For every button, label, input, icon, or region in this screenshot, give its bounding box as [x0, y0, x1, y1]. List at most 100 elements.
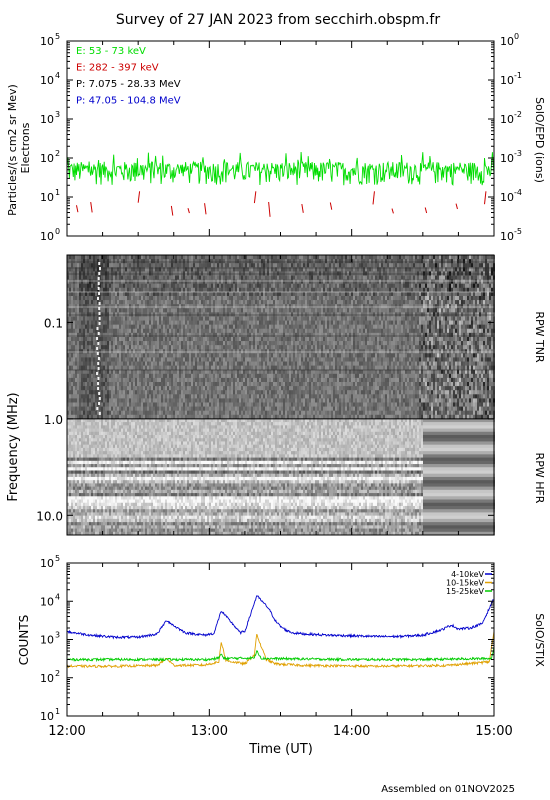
rpw-tnr-cell: [293, 287, 295, 293]
rpw-tnr-cell: [255, 291, 257, 297]
rpw-tnr-cell: [283, 381, 285, 387]
rpw-tnr-cell: [193, 332, 195, 338]
rpw-tnr-cell: [265, 287, 267, 293]
rpw-tnr-cell: [139, 414, 141, 420]
rpw-tnr-cell: [299, 316, 301, 322]
rpw-tnr-cell: [251, 263, 253, 268]
rpw-tnr-cell: [227, 406, 229, 412]
rpw-tnr-cell: [79, 300, 81, 305]
rpw-tnr-cell: [137, 336, 139, 342]
rpw-tnr-cell: [269, 406, 271, 412]
rpw-tnr-cell: [81, 394, 83, 399]
rpw-tnr-cell: [205, 381, 207, 387]
rpw-tnr-cell: [99, 324, 101, 330]
rpw-tnr-cell: [279, 386, 281, 391]
epd-series-electrons-282-397kev-segment: [329, 202, 333, 210]
rpw-tnr-cell: [191, 291, 193, 297]
rpw-tnr-cell: [221, 398, 223, 403]
rpw-tnr-cell: [205, 353, 207, 358]
rpw-tnr-cell: [233, 320, 235, 326]
rpw-tnr-cell: [211, 316, 213, 322]
rpw-tnr-cell: [235, 386, 237, 391]
rpw-tnr-cell: [139, 402, 141, 408]
rpw-tnr-cell: [93, 295, 95, 301]
rpw-tnr-cell: [205, 341, 207, 346]
rpw-tnr-cell: [221, 263, 223, 268]
rpw-tnr-cell: [175, 381, 177, 387]
rpw-tnr-cell: [301, 255, 303, 260]
rpw-tnr-cell: [231, 287, 233, 293]
rpw-tnr-cell: [189, 255, 191, 260]
rpw-tnr-cell: [191, 263, 193, 268]
rpw-tnr-cell: [105, 316, 107, 322]
rpw-tnr-cell: [177, 316, 179, 322]
rpw-tnr-cell: [165, 304, 167, 309]
rpw-tnr-cell: [133, 336, 135, 342]
rpw-tnr-cell: [125, 386, 127, 391]
rpw-tnr-cell: [241, 386, 243, 391]
rpw-tnr-cell: [129, 381, 131, 387]
rpw-tnr-cell: [207, 377, 209, 383]
rpw-tnr-cell: [183, 365, 185, 371]
rpw-tnr-cell: [79, 308, 81, 313]
rpw-tnr-cell: [289, 390, 291, 395]
rpw-tnr-cell: [215, 398, 217, 403]
rpw-tnr-cell: [299, 357, 301, 363]
rpw-tnr-cell: [159, 410, 161, 416]
rpw-tnr-cell: [297, 255, 299, 260]
rpw-tnr-cell: [289, 398, 291, 403]
rpw-tnr-cell: [293, 324, 295, 330]
rpw-tnr-cell: [207, 390, 209, 395]
rpw-tnr-cell: [167, 353, 169, 358]
rpw-tnr-cell: [305, 300, 307, 305]
rpw-tnr-cell: [81, 377, 83, 383]
rpw-tnr-cell: [195, 255, 197, 260]
rpw-tnr-cell: [231, 349, 233, 354]
rpw-tnr-cell: [131, 259, 133, 264]
rpw-tnr-cell: [69, 398, 71, 403]
rpw-tnr-cell: [167, 332, 169, 338]
rpw-tnr-cell: [199, 332, 201, 338]
rpw-tnr-cell: [69, 336, 71, 342]
rpw-tnr-cell: [189, 377, 191, 383]
rpw-tnr-cell: [77, 345, 79, 350]
rpw-tnr-cell: [299, 394, 301, 399]
rpw-tnr-cell: [253, 295, 255, 301]
rpw-tnr-cell: [203, 324, 205, 330]
rpw-tnr-cell: [295, 414, 297, 420]
rpw-tnr-cell: [259, 275, 261, 281]
rpw-tnr-cell: [121, 320, 123, 326]
rpw-tnr-cell: [187, 390, 189, 395]
rpw-tnr-cell: [115, 386, 117, 391]
rpw-tnr-cell: [235, 259, 237, 264]
rpw-tnr-cell: [213, 291, 215, 297]
rpw-tnr-cell: [145, 336, 147, 342]
rpw-tnr-cell: [303, 377, 305, 383]
rpw-tnr-cell: [207, 263, 209, 268]
rpw-tnr-cell: [103, 283, 105, 289]
rpw-tnr-cell: [273, 295, 275, 301]
rpw-tnr-cell: [159, 377, 161, 383]
rpw-tnr-cell: [275, 365, 277, 371]
rpw-tnr-cell: [99, 336, 101, 342]
rpw-tnr-cell: [237, 328, 239, 334]
rpw-tnr-cell: [141, 341, 143, 346]
epd-series-electrons-282-397kev-segment: [75, 205, 79, 213]
rpw-tnr-cell: [81, 267, 83, 272]
rpw-tnr-cell: [257, 267, 259, 272]
rpw-tnr-cell: [179, 414, 181, 420]
rpw-tnr-cell: [227, 304, 229, 309]
rpw-tnr-cell: [295, 345, 297, 350]
rpw-tnr-cell: [153, 336, 155, 342]
rpw-tnr-cell: [203, 300, 205, 305]
rpw-tnr-cell: [161, 410, 163, 416]
rpw-tnr-cell: [87, 328, 89, 334]
rpw-tnr-cell: [243, 291, 245, 297]
rpw-tnr-cell: [79, 414, 81, 420]
rpw-tnr-cell: [187, 369, 189, 375]
rpw-tnr-cell: [83, 369, 85, 375]
rpw-tnr-cell: [237, 410, 239, 416]
rpw-tnr-cell: [265, 410, 267, 416]
rpw-tnr-cell: [141, 406, 143, 412]
rpw-tnr-cell: [183, 336, 185, 342]
